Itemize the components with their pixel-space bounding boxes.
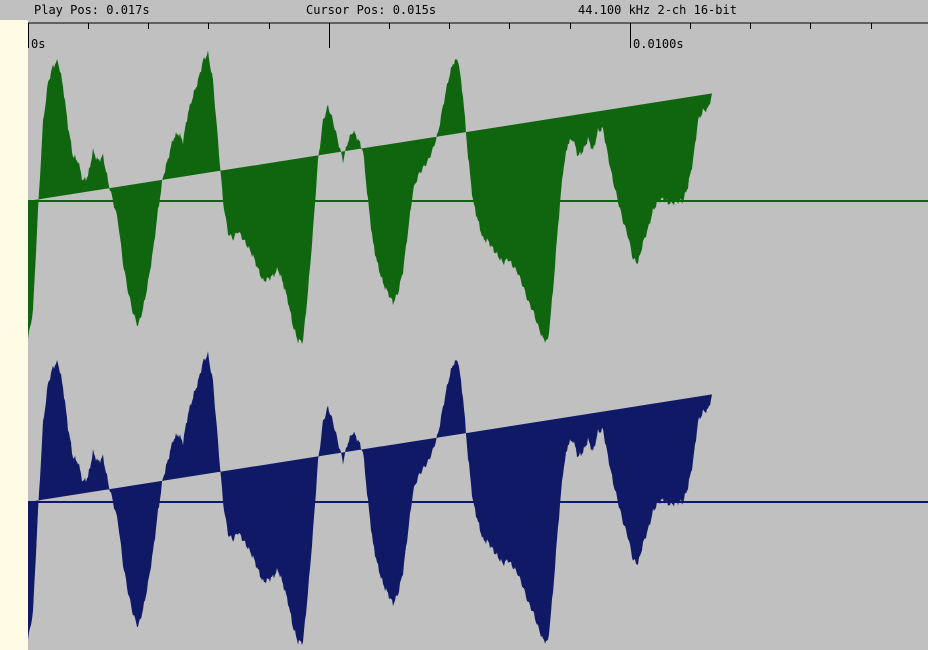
waveform-canvas[interactable] <box>28 48 928 650</box>
time-ruler[interactable]: 0s 0.0100s <box>28 20 928 51</box>
channel-2-waveform[interactable] <box>28 351 712 646</box>
ruler-label-mid: 0.0100s <box>633 37 684 51</box>
cursor-position-label: Cursor Pos: 0.015s <box>306 3 437 17</box>
waveform-view[interactable] <box>28 48 928 650</box>
left-margin <box>0 20 28 650</box>
status-bar: Play Pos: 0.017s Cursor Pos: 0.015s 44.1… <box>0 0 928 20</box>
sample-format-label: 44.100 kHz 2-ch 16-bit <box>578 3 737 17</box>
play-position-label: Play Pos: 0.017s <box>34 3 150 17</box>
ruler-label-start: 0s <box>31 37 46 51</box>
ruler-ticks <box>28 22 928 48</box>
channel-1-waveform[interactable] <box>28 50 712 345</box>
